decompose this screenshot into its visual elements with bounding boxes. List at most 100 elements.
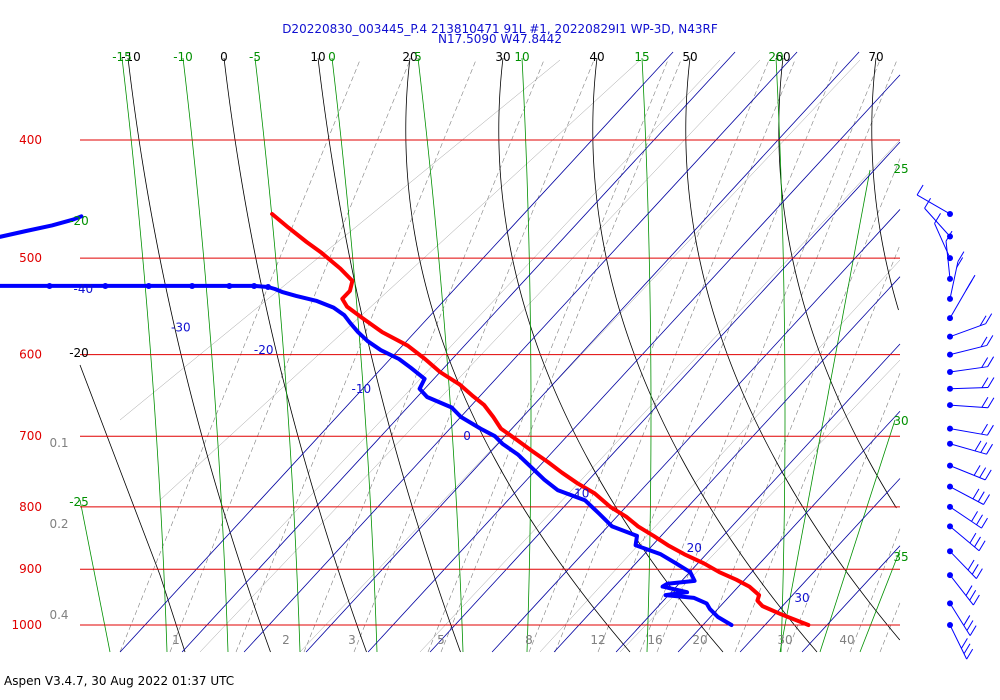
mixing-ratio-line-2 (235, 59, 477, 653)
moist-adiabat-label-10: 25 (893, 162, 908, 176)
mixing-ratio-label-1: 0.2 (49, 517, 68, 531)
isobars (80, 139, 900, 626)
isotherm-label--10: -10 (351, 382, 371, 396)
moist-adiabat-label-5: 10 (514, 50, 529, 64)
mixing-ratio-line-0 (119, 59, 361, 653)
dry-adiabat-label-6: 50 (682, 50, 697, 64)
grey-guide-line-0 (199, 59, 761, 653)
moist-adiabat-label-7: 20 (768, 50, 783, 64)
mixing-ratio-line-11 (656, 59, 898, 653)
wind-barb-480 (924, 198, 953, 240)
grey-guide-line-2 (419, 139, 901, 653)
isobar-label-900: 900 (19, 562, 42, 576)
mixing-ratio-label-4: 2 (282, 633, 290, 647)
isotherm-label--20: -20 (254, 343, 274, 357)
isobar-label-500: 500 (19, 251, 42, 265)
isotherm--50 (305, 51, 860, 653)
dry-adiabat-label-5: 40 (589, 50, 604, 64)
isobar-label-600: 600 (19, 348, 42, 362)
mixing-ratio-line-8 (554, 59, 796, 653)
moist-adiabat-label-12: 35 (893, 550, 908, 564)
isotherm--10 (553, 276, 901, 653)
wind-barb-830 (947, 523, 986, 552)
isobar-label-1000: 1000 (11, 618, 42, 632)
mixing-ratio-label-9: 16 (647, 633, 662, 647)
mixing-ratio-label-11: 30 (777, 633, 792, 647)
wind-barb-960 (947, 600, 977, 636)
mixing-ratio-line-13 (734, 244, 901, 653)
isobar-label-700: 700 (19, 429, 42, 443)
wind-barb-660 (947, 397, 995, 409)
moist-adiabat-label-3: 0 (328, 50, 336, 64)
wind-barb-580 (947, 313, 993, 340)
sounding-traces (0, 212, 811, 627)
grey-guide-line-7 (249, 59, 721, 561)
grey-guide-line-5 (119, 59, 561, 421)
mixing-ratio-line-16 (879, 602, 901, 653)
isotherm--40 (367, 74, 901, 653)
chart-title-line1: D20220830_003445_P.4 213810471 91L #1, 2… (282, 22, 718, 36)
isotherms (119, 51, 901, 653)
moist-adiabat-edge-0 (79, 499, 111, 653)
isotherm-label-10: 10 (574, 486, 589, 500)
mixing-ratio-label-10: 20 (692, 633, 707, 647)
moist-adiabat-label-2: -5 (249, 50, 261, 64)
isotherm-20 (739, 478, 901, 653)
moist-adiabat-label-11: 30 (893, 414, 908, 428)
isotherm-30 (801, 545, 901, 653)
software-version-footer: Aspen V3.4.7, 30 Aug 2022 01:37 UTC (4, 674, 235, 688)
wind-barb-560 (947, 274, 976, 322)
mixing-ratio-line-1 (169, 59, 411, 653)
mixing-ratio-line-3 (303, 59, 545, 653)
wind-barbs (916, 184, 995, 660)
dewpoint-point-0 (265, 283, 272, 290)
dry-adiabat-label-3: 20 (402, 50, 417, 64)
isobar-label-400: 400 (19, 133, 42, 147)
mixing-ratio-label-8: 12 (590, 633, 605, 647)
temperature-trace (270, 212, 811, 627)
wind-barb-620 (947, 356, 995, 375)
wind-barb-540 (947, 251, 965, 302)
mixing-ratio-label-7: 8 (525, 633, 533, 647)
dewpoint-point-6 (46, 282, 53, 289)
isotherm--20 (491, 209, 901, 653)
dewpoint-point-5 (102, 282, 109, 289)
mixing-ratio-line-7 (528, 59, 770, 653)
dewpoint-point-1 (251, 282, 258, 289)
axis-labels: 4005006007008009001000-80-70-60-50-40-30… (11, 50, 908, 647)
isotherm--30 (429, 141, 901, 653)
wind-barb-710 (947, 440, 993, 455)
dry-adiabat-lower-left (79, 364, 186, 653)
wind-barb-520 (945, 230, 953, 282)
grey-guide-line-4 (619, 359, 901, 653)
isobar-label-800: 800 (19, 500, 42, 514)
mixing-ratio-label-5: 3 (348, 633, 356, 647)
mixing-ratio-line-5 (427, 59, 669, 653)
wind-barb-910 (947, 572, 980, 606)
mixing-ratio-label-3: 1 (172, 633, 180, 647)
isotherm-label--30: -30 (171, 320, 191, 334)
isotherm-label-0: 0 (463, 429, 471, 443)
wind-barb-870 (947, 548, 983, 579)
moist-adiabat-label-4: 5 (414, 50, 422, 64)
wind-barb-1000 (947, 622, 974, 660)
mixing-ratio-line-14 (786, 373, 901, 653)
wind-barb-690 (947, 423, 994, 436)
wind-barb-600 (947, 335, 994, 358)
mixing-ratio-label-0: 0.1 (49, 436, 68, 450)
dry-adiabat-label-8: 70 (868, 50, 883, 64)
dry-adiabat-label-9: -20 (69, 346, 89, 360)
moist-adiabat-label-0: -15 (112, 50, 132, 64)
moist-adiabat-label-6: 15 (634, 50, 649, 64)
moist-adiabat-edge-2 (819, 419, 896, 653)
dry-adiabat-8-0 (871, 57, 899, 311)
wind-barb-640 (947, 377, 995, 392)
mixing-ratio-lines (119, 59, 901, 653)
isotherm--60 (243, 51, 798, 653)
dry-adiabat-label-2: 10 (310, 50, 325, 64)
dry-adiabat-7-0 (778, 57, 897, 509)
dry-adiabat-label-0: -10 (121, 50, 141, 64)
dry-adiabat-label-7: 60 (775, 50, 790, 64)
mixing-ratio-label-6: 5 (437, 633, 445, 647)
